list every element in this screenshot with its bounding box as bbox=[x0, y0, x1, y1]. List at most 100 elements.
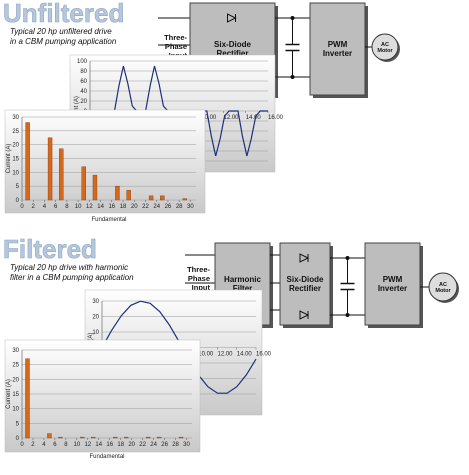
bar bbox=[80, 436, 85, 439]
bar bbox=[91, 436, 96, 439]
x-tick-label: 14 bbox=[95, 442, 102, 448]
y-tick-label: 30 bbox=[12, 115, 19, 121]
y-axis-label: Current (A) bbox=[6, 144, 12, 174]
bar bbox=[148, 195, 154, 201]
block-label: Harmonic bbox=[224, 275, 261, 284]
x-tick-label: 8 bbox=[64, 442, 68, 448]
bar bbox=[59, 148, 64, 201]
motor bbox=[371, 33, 399, 61]
bar bbox=[156, 436, 162, 439]
y-tick-label: 0 bbox=[16, 436, 20, 442]
y-tick-label: 15 bbox=[12, 392, 19, 398]
x-tick-label: 20 bbox=[128, 442, 135, 448]
x-tick-label: 16.00 bbox=[256, 352, 272, 358]
x-tick-label: 30 bbox=[187, 204, 194, 210]
y-tick-label: 20 bbox=[12, 377, 19, 383]
x-tick-label: 2 bbox=[31, 442, 35, 448]
block-label: Inverter bbox=[323, 49, 352, 58]
diode bbox=[227, 13, 237, 23]
bar bbox=[113, 436, 118, 439]
y-tick-label: 20 bbox=[92, 315, 99, 321]
bar bbox=[58, 436, 63, 439]
motor-label: AC bbox=[381, 42, 389, 48]
x-tick-label: 16.00 bbox=[268, 115, 284, 121]
bar bbox=[178, 436, 184, 439]
y-tick-label: 20 bbox=[80, 99, 87, 105]
section-title: Filtered bbox=[3, 234, 97, 264]
x-tick-label: 12.00 bbox=[218, 352, 234, 358]
x-tick-label: 16 bbox=[106, 442, 113, 448]
bar bbox=[126, 190, 131, 201]
y-tick-label: 80 bbox=[80, 69, 87, 75]
x-tick-label: 0 bbox=[20, 204, 24, 210]
y-tick-label: 25 bbox=[12, 363, 19, 369]
chart-background bbox=[4, 109, 206, 214]
bar bbox=[47, 137, 53, 201]
x-tick-label: 10 bbox=[73, 442, 80, 448]
bar bbox=[25, 358, 30, 439]
input-label: Phase bbox=[188, 274, 210, 283]
x-axis-label: Fundamental bbox=[91, 217, 126, 223]
y-tick-label: 30 bbox=[12, 348, 19, 354]
x-tick-label: 22 bbox=[139, 442, 146, 448]
diode bbox=[299, 310, 310, 320]
block-label: PWM bbox=[328, 40, 348, 49]
x-tick-label: 10 bbox=[75, 204, 82, 210]
y-tick-label: 15 bbox=[12, 157, 19, 163]
subtitle: filter in a CBM pumping application bbox=[10, 273, 134, 282]
bar bbox=[25, 122, 30, 201]
motor bbox=[428, 272, 458, 302]
bar bbox=[160, 195, 165, 201]
x-tick-label: 18 bbox=[117, 442, 124, 448]
block bbox=[309, 2, 366, 96]
x-tick-label: 14.00 bbox=[237, 352, 253, 358]
x-tick-label: 26 bbox=[161, 442, 168, 448]
y-tick-label: 100 bbox=[77, 59, 88, 65]
x-tick-label: 20 bbox=[131, 204, 138, 210]
x-tick-label: 0 bbox=[20, 442, 24, 448]
subtitle: Typical 20 hp unfiltered drive bbox=[10, 27, 112, 36]
input-label: Phase bbox=[165, 42, 187, 51]
x-tick-label: 14 bbox=[97, 204, 104, 210]
x-tick-label: 10.00 bbox=[201, 115, 217, 121]
x-tick-label: 10.00 bbox=[198, 352, 214, 358]
x-tick-label: 8 bbox=[65, 204, 69, 210]
y-tick-label: 0 bbox=[16, 198, 20, 204]
y-tick-label: 5 bbox=[16, 421, 20, 427]
y-tick-label: 5 bbox=[16, 184, 20, 190]
block-label: Filter bbox=[233, 284, 253, 293]
block-label: Inverter bbox=[378, 284, 407, 293]
motor-label: Motor bbox=[377, 48, 393, 54]
x-tick-label: 24 bbox=[150, 442, 157, 448]
y-tick-label: 30 bbox=[92, 299, 99, 305]
x-tick-label: 16 bbox=[108, 204, 115, 210]
input-label: Three- bbox=[187, 265, 210, 274]
x-tick-label: 28 bbox=[172, 442, 179, 448]
block-label: Six-Diode bbox=[214, 40, 251, 49]
y-tick-label: 40 bbox=[80, 89, 87, 95]
y-axis-label: Current (A) bbox=[6, 379, 12, 409]
bar bbox=[47, 433, 52, 439]
x-axis-label: Fundamental bbox=[89, 454, 124, 460]
block-label: Six-Diode bbox=[287, 275, 324, 284]
bar bbox=[92, 174, 98, 201]
diode bbox=[299, 253, 310, 263]
y-tick-label: 60 bbox=[80, 79, 87, 85]
x-tick-label: 26 bbox=[165, 204, 172, 210]
block bbox=[364, 242, 421, 326]
x-tick-label: 6 bbox=[54, 204, 58, 210]
x-tick-label: 30 bbox=[183, 442, 190, 448]
y-tick-label: 10 bbox=[92, 330, 99, 336]
y-tick-label: 25 bbox=[12, 129, 19, 135]
motor-label: AC bbox=[439, 282, 447, 288]
x-tick-label: 4 bbox=[43, 204, 47, 210]
y-tick-label: 20 bbox=[12, 143, 19, 149]
bar bbox=[145, 436, 151, 439]
x-tick-label: 18 bbox=[120, 204, 127, 210]
section-title: Unfiltered bbox=[3, 0, 124, 28]
bar bbox=[123, 436, 129, 439]
block-label: PWM bbox=[383, 275, 403, 284]
x-tick-label: 24 bbox=[153, 204, 160, 210]
bar bbox=[115, 185, 120, 201]
